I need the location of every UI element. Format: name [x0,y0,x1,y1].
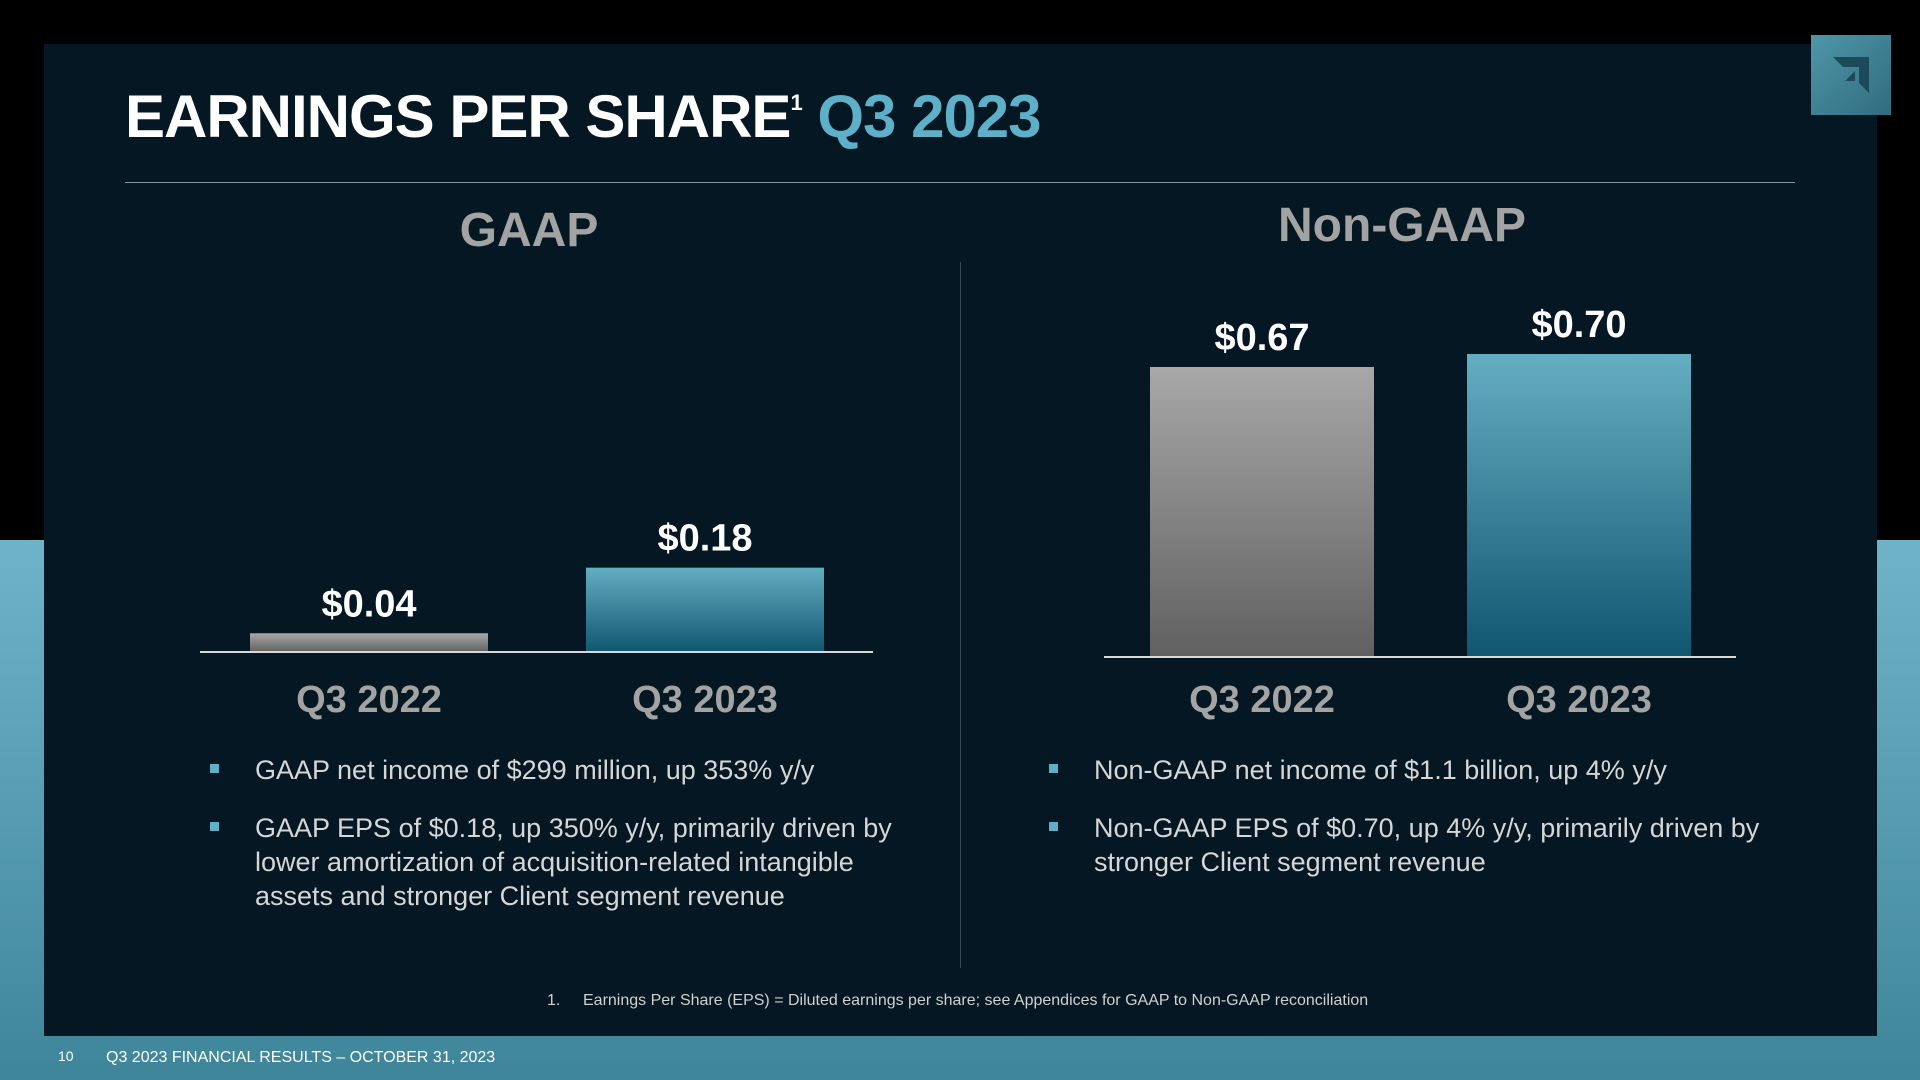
bullet-square-icon [1049,764,1058,773]
category-label: Q3 2022 [1189,679,1335,721]
list-item: Non-GAAP EPS of $0.70, up 4% y/y, primar… [1049,811,1769,879]
gaap-section-title: GAAP [459,204,599,257]
footnote-text: Earnings Per Share (EPS) = Diluted earni… [583,992,1369,1009]
page-number: 10 [58,1048,74,1064]
category-label: Q3 2022 [296,679,442,721]
amd-arrow-logo-icon [1833,57,1869,93]
bullet-text: Non-GAAP EPS of $0.70, up 4% y/y, primar… [1094,813,1760,877]
section-divider [960,262,961,968]
data-label: $0.04 [321,583,416,625]
list-item: GAAP EPS of $0.18, up 350% y/y, primaril… [210,811,910,913]
bullet-text: GAAP EPS of $0.18, up 350% y/y, primaril… [255,813,892,911]
list-item: GAAP net income of $299 million, up 353%… [210,753,910,787]
nongaap-section-title: Non-GAAP [1278,199,1526,252]
bar-current [586,567,824,652]
bar-prior [250,633,488,652]
footnote-number: 1. [547,992,561,1009]
bullet-square-icon [210,764,219,773]
data-label: $0.70 [1531,304,1626,346]
title-period: Q3 2023 [817,83,1041,150]
bar-current [1467,354,1691,657]
bullet-text: Non-GAAP net income of $1.1 billion, up … [1094,755,1667,785]
bullet-square-icon [1049,822,1058,831]
title-footnote-marker: 1 [790,90,802,115]
page-title: EARNINGS PER SHARE1 Q3 2023 [125,82,1042,151]
list-item: Non-GAAP net income of $1.1 billion, up … [1049,753,1769,787]
bar-prior [1150,366,1374,657]
category-label: Q3 2023 [632,679,778,721]
title-text: EARNINGS PER SHARE [125,83,791,150]
title-rule [125,182,1795,183]
footnote: 1. Earnings Per Share (EPS) = Diluted ear… [547,992,1368,1010]
logo [1811,35,1891,115]
gaap-chart: $0.04 Q3 2022 $0.18 Q3 2023 [200,518,873,721]
category-label: Q3 2023 [1506,679,1652,721]
nongaap-bullets: Non-GAAP net income of $1.1 billion, up … [1049,753,1769,903]
bullet-square-icon [210,822,219,831]
data-label: $0.67 [1214,317,1309,359]
footer-text: Q3 2023 FINANCIAL RESULTS – OCTOBER 31, … [106,1049,496,1066]
nongaap-chart: $0.67 Q3 2022 $0.70 Q3 2023 [1104,304,1736,721]
bullet-text: GAAP net income of $299 million, up 353%… [255,755,815,785]
gaap-bullets: GAAP net income of $299 million, up 353%… [210,753,910,937]
data-label: $0.18 [657,518,752,560]
